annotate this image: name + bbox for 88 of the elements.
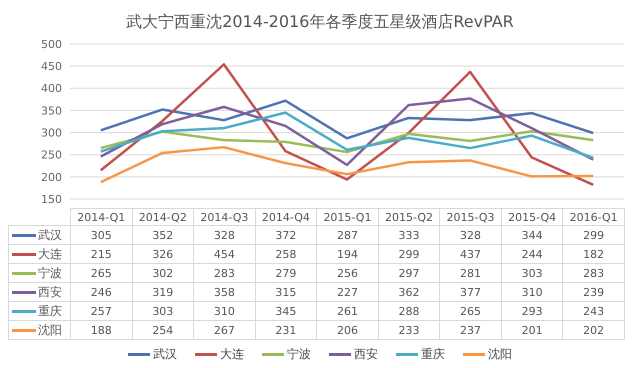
data-label: 437 bbox=[440, 244, 502, 264]
data-label: 287 bbox=[316, 226, 378, 244]
data-label: 344 bbox=[501, 226, 563, 244]
data-label: 237 bbox=[440, 320, 502, 340]
y-tick-label: 400 bbox=[41, 82, 62, 96]
data-label: 267 bbox=[194, 320, 256, 340]
line-series bbox=[100, 146, 594, 184]
data-label: 206 bbox=[316, 320, 378, 340]
x-tick-label: 2016-Q1 bbox=[562, 208, 624, 226]
data-label: 299 bbox=[378, 244, 440, 264]
data-label: 261 bbox=[316, 302, 378, 320]
data-label: 297 bbox=[378, 264, 440, 282]
data-label: 281 bbox=[440, 264, 502, 282]
x-tick-label: 2015-Q1 bbox=[316, 208, 378, 226]
x-tick-label: 2015-Q4 bbox=[501, 208, 563, 226]
data-label: 227 bbox=[316, 282, 378, 302]
data-label: 254 bbox=[132, 320, 194, 340]
data-label: 333 bbox=[378, 226, 440, 244]
y-tick-label: 350 bbox=[41, 104, 62, 118]
legend-label: 沈阳 bbox=[37, 322, 62, 339]
text: 沈阳 bbox=[488, 347, 512, 361]
data-label: 288 bbox=[378, 302, 440, 320]
x-tick-label: 2014-Q1 bbox=[70, 208, 132, 226]
data-label: 239 bbox=[562, 282, 624, 302]
line-series bbox=[100, 99, 594, 140]
data-label: 283 bbox=[562, 264, 624, 282]
data-label: 188 bbox=[70, 320, 132, 340]
data-label: 303 bbox=[501, 264, 563, 282]
data-label: 293 bbox=[501, 302, 563, 320]
y-tick-label: 300 bbox=[41, 126, 62, 140]
data-label: 194 bbox=[316, 244, 378, 264]
y-tick-label: 150 bbox=[41, 192, 62, 206]
y-tick-label: 250 bbox=[41, 148, 62, 162]
data-label: 358 bbox=[194, 282, 256, 302]
data-label: 243 bbox=[562, 302, 624, 320]
data-label: 377 bbox=[440, 282, 502, 302]
data-label: 362 bbox=[378, 282, 440, 302]
x-tick-label: 2015-Q2 bbox=[378, 208, 440, 226]
data-label: 310 bbox=[501, 282, 563, 302]
data-label: 233 bbox=[378, 320, 440, 340]
text: 宁波 bbox=[287, 347, 311, 361]
line-series bbox=[100, 111, 594, 160]
chart-title: 武大宁西重沈2014-2016年各季度五星级酒店RevPAR bbox=[125, 11, 515, 33]
text: 武汉 bbox=[153, 347, 177, 361]
data-label: 257 bbox=[70, 302, 132, 320]
data-label: 319 bbox=[132, 282, 194, 302]
x-tick-label: 2014-Q2 bbox=[132, 208, 194, 226]
line-series bbox=[100, 97, 594, 166]
data-label: 302 bbox=[132, 264, 194, 282]
data-label: 182 bbox=[562, 244, 624, 264]
text: 西安 bbox=[354, 347, 378, 361]
data-label: 258 bbox=[255, 244, 317, 264]
y-tick-label: 500 bbox=[41, 38, 62, 51]
data-label: 246 bbox=[70, 282, 132, 302]
data-label: 310 bbox=[194, 302, 256, 320]
data-label: 372 bbox=[255, 226, 317, 244]
data-label: 315 bbox=[255, 282, 317, 302]
legend-label: 重庆 bbox=[37, 303, 62, 320]
data-label: 265 bbox=[70, 264, 132, 282]
data-label: 201 bbox=[501, 320, 563, 340]
data-label: 244 bbox=[501, 244, 563, 264]
y-tick-label: 200 bbox=[41, 170, 62, 184]
x-tick-label: 2015-Q3 bbox=[440, 208, 502, 226]
data-label: 454 bbox=[194, 244, 256, 264]
data-label: 256 bbox=[316, 264, 378, 282]
text: 大连 bbox=[220, 347, 244, 361]
legend-label: 大连 bbox=[37, 246, 62, 263]
data-label: 328 bbox=[194, 226, 256, 244]
y-tick-label: 450 bbox=[41, 60, 62, 74]
data-label: 299 bbox=[562, 226, 624, 244]
data-label: 215 bbox=[70, 244, 132, 264]
legend-label: 西安 bbox=[37, 284, 62, 301]
data-label: 265 bbox=[440, 302, 502, 320]
data-label: 352 bbox=[132, 226, 194, 244]
data-label: 326 bbox=[132, 244, 194, 264]
data-label: 231 bbox=[255, 320, 317, 340]
data-label: 328 bbox=[440, 226, 502, 244]
x-tick-label: 2014-Q4 bbox=[255, 208, 317, 226]
data-label: 305 bbox=[70, 226, 132, 244]
text: 重庆 bbox=[421, 347, 445, 361]
legend-label: 武汉 bbox=[37, 227, 62, 244]
data-label: 202 bbox=[562, 320, 624, 340]
data-label: 345 bbox=[255, 302, 317, 320]
legend-label: 宁波 bbox=[37, 265, 62, 282]
data-label: 303 bbox=[132, 302, 194, 320]
data-label: 283 bbox=[194, 264, 256, 282]
data-label: 279 bbox=[255, 264, 317, 282]
x-tick-label: 2014-Q3 bbox=[194, 208, 256, 226]
